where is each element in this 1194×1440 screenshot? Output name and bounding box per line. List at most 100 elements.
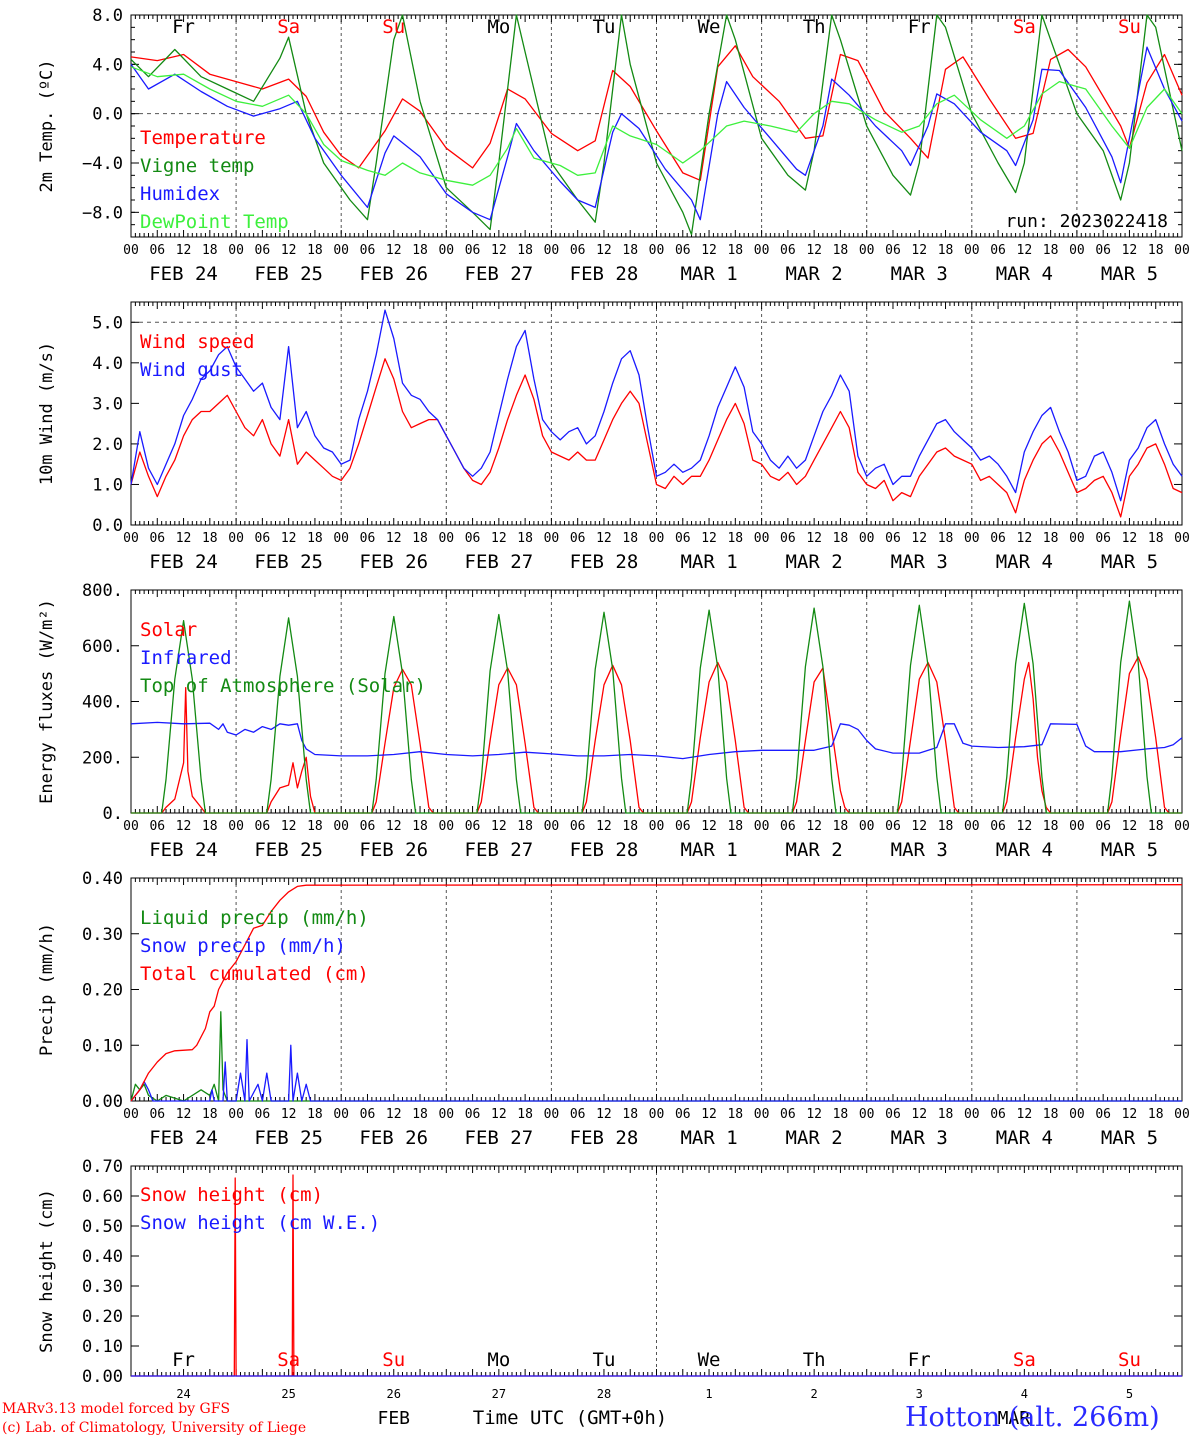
hour-label: 06: [255, 819, 271, 834]
weekday-label: Th: [803, 16, 826, 38]
hour-label: 12: [1122, 1107, 1138, 1122]
hour-label: 12: [281, 819, 297, 834]
y-tick-label: 200.: [82, 748, 123, 768]
date-label: FEB 28: [570, 1127, 639, 1149]
hour-label: 06: [360, 819, 376, 834]
date-label: MAR 2: [786, 263, 843, 285]
panel-wind: 0.0 1.0 2.0 3.0 4.0 5.0 10m Wind (m/s) Wind spe…: [37, 301, 1190, 573]
hour-label: 00: [544, 531, 560, 546]
y-tick-label: 0.00: [82, 1092, 123, 1112]
weekday-label: Su: [1118, 1349, 1141, 1371]
hour-label: 18: [622, 531, 638, 546]
hour-label: 18: [727, 531, 743, 546]
hour-label: 06: [780, 243, 796, 258]
hour-label: 00: [544, 1107, 560, 1122]
date-label: MAR 5: [1101, 263, 1158, 285]
date-label: FEB 28: [570, 551, 639, 573]
day-number: 28: [597, 1387, 611, 1401]
hour-label: 00: [123, 243, 139, 258]
weekday-label: We: [698, 1349, 721, 1371]
legend-entry: Snow precip (mm/h): [140, 935, 346, 957]
y-tick-label: 0.30: [82, 925, 123, 945]
hour-label: 12: [701, 1107, 717, 1122]
weekday-label: Tu: [593, 1349, 616, 1371]
hour-label: 12: [1122, 819, 1138, 834]
weekday-label: Mo: [487, 16, 510, 38]
hour-label: 00: [123, 531, 139, 546]
y-tick-label: 0.40: [82, 869, 123, 889]
date-label: FEB 25: [254, 551, 323, 573]
y-tick-label: 0.40: [82, 1247, 123, 1267]
hour-label: 18: [833, 819, 849, 834]
hour-label: 18: [622, 819, 638, 834]
hour-label: 00: [859, 1107, 875, 1122]
legend-entry: Humidex: [140, 183, 220, 205]
date-label: FEB 25: [254, 1127, 323, 1149]
hour-label: 18: [1148, 1107, 1164, 1122]
y-tick-label: 0.30: [82, 1277, 123, 1297]
y-tick-label: 600.: [82, 637, 123, 657]
hour-label: 18: [1148, 819, 1164, 834]
date-label: FEB 26: [359, 551, 428, 573]
panel-temperature: 8.0 4.0 0.0 −4.0 −8.0 2m Temp. (ºC) Temperatur…: [37, 6, 1190, 285]
weekday-label: Tu: [593, 16, 616, 38]
hour-label: 00: [1069, 1107, 1085, 1122]
hour-label: 12: [491, 243, 507, 258]
hour-label: 06: [465, 243, 481, 258]
weekday-label: Sa: [1013, 16, 1036, 38]
hour-label: 18: [517, 243, 533, 258]
series-line-dewpoint-temp: [130, 66, 1183, 186]
hour-label: 06: [780, 819, 796, 834]
hour-label: 12: [281, 531, 297, 546]
hour-label: 06: [570, 819, 586, 834]
weekday-label: Su: [1118, 16, 1141, 38]
legend-entry: Snow height (cm): [140, 1184, 323, 1206]
hour-label: 06: [1095, 243, 1111, 258]
hour-label: 12: [386, 243, 402, 258]
legend-entry: Solar: [140, 619, 197, 641]
hour-label: 00: [649, 1107, 665, 1122]
hour-label: 12: [491, 819, 507, 834]
x-axis-label: Time UTC (GMT+0h): [473, 1407, 667, 1429]
y-tick-label: 0.10: [82, 1036, 123, 1056]
hour-label: 12: [281, 243, 297, 258]
hour-label: 00: [964, 531, 980, 546]
hour-label: 18: [1043, 531, 1059, 546]
hour-label: 00: [333, 531, 349, 546]
day-number: 5: [1126, 1387, 1133, 1401]
legend-entry: Infrared: [140, 647, 232, 669]
hour-label: 12: [911, 819, 927, 834]
day-number: 4: [1021, 1387, 1028, 1401]
hour-label: 06: [149, 243, 165, 258]
hour-label: 00: [228, 1107, 244, 1122]
hour-label: 06: [149, 1107, 165, 1122]
hour-label: 12: [491, 531, 507, 546]
y-tick-label: 400.: [82, 693, 123, 713]
hour-label: 00: [649, 243, 665, 258]
date-label: FEB 24: [149, 839, 218, 861]
hour-label: 18: [833, 1107, 849, 1122]
hour-label: 18: [1148, 243, 1164, 258]
hour-label: 12: [386, 819, 402, 834]
date-label: FEB 25: [254, 263, 323, 285]
panel-snow: 0.00 0.10 0.20 0.30 0.40 0.50 0.60 0.70 Snow hei…: [37, 1157, 1183, 1429]
y-tick-label: 8.0: [92, 6, 123, 26]
hour-label: 06: [675, 243, 691, 258]
hour-label: 12: [1017, 819, 1033, 834]
y-axis-label: Precip (mm/h): [37, 923, 57, 1056]
hour-label: 06: [675, 531, 691, 546]
date-label: FEB 26: [359, 839, 428, 861]
hour-label: 12: [386, 531, 402, 546]
hour-label: 18: [307, 1107, 323, 1122]
y-tick-label: 0.10: [82, 1337, 123, 1357]
hour-label: 06: [255, 531, 271, 546]
hour-label: 06: [990, 243, 1006, 258]
hour-label: 06: [360, 243, 376, 258]
series-line-humidex: [130, 46, 1183, 221]
hour-label: 00: [1174, 243, 1190, 258]
y-tick-label: 800.: [82, 581, 123, 601]
hour-label: 12: [806, 819, 822, 834]
y-tick-label: 4.0: [92, 55, 123, 75]
y-tick-label: 0.50: [82, 1217, 123, 1237]
hour-label: 00: [859, 531, 875, 546]
